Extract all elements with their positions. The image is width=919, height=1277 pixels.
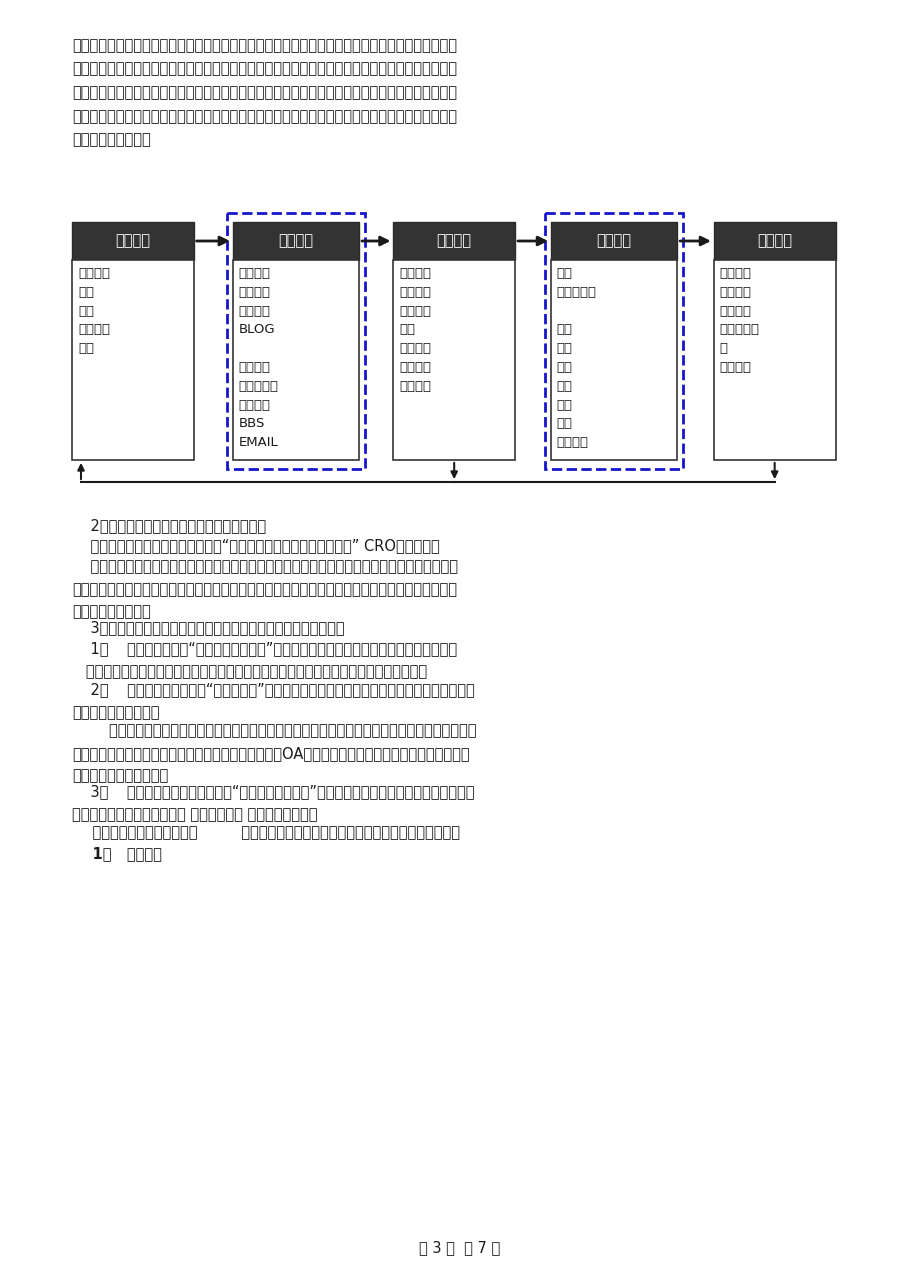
Text: 通过推广培训、建立知识管理运行体系，为教师和学生更好地学习、生活和工作提供服务，并形
成相应的信息规则、信息流程与信息氛围，促进学校教育教学和管理方式的变革；为: 通过推广培训、建立知识管理运行体系，为教师和学生更好地学习、生活和工作提供服务，… (72, 559, 458, 619)
Bar (233, 261, 358, 460)
Bar (544, 213, 683, 469)
Bar (550, 261, 676, 460)
Text: 1）    子课题１：确保“数字化校园软环境”运转顺畅的基础平台研究。组长张雪峰、韦胜洪
   基础平台构建是最基础的，为保障信息的起步、流转、交汇、处理、有效: 1） 子课题１：确保“数字化校园软环境”运转顺畅的基础平台研究。组长张雪峰、韦胜… (72, 641, 457, 679)
Text: 组织知识: 组织知识 (756, 234, 791, 249)
Bar (226, 213, 365, 469)
Text: 应用平台是数字校园软环境建设的重点、是课题研究的难点与突破口，包括基于知识管理的门户
网站系统（其审核后的外显部分即为天一外网部分）、OA办公系统等以及资源管理: 应用平台是数字校园软环境建设的重点、是课题研究的难点与突破口，包括基于知识管理的… (72, 723, 476, 784)
Text: 第 3 页  共 7 页: 第 3 页 共 7 页 (419, 1240, 500, 1255)
Bar (713, 222, 834, 261)
Bar (392, 222, 515, 261)
Text: 教学设计
教学案例
论文报告
讲座
规章制度
教学方法
会议记录: 教学设计 教学案例 论文报告 讲座 规章制度 教学方法 会议记录 (399, 267, 431, 393)
Text: 个人知识
启示
感受
个人技能
推测: 个人知识 启示 感受 个人技能 推测 (78, 267, 110, 355)
Text: 2）    子课题２：利于中学“数字化校园”教学、管理信息流高效运转的应用平台整合开发。组长
孙建国、俧金炎、王伟: 2） 子课题２：利于中学“数字化校园”教学、管理信息流高效运转的应用平台整合开发… (72, 682, 474, 720)
Text: 培训
非正式学习

经验
反思
评价
阅读
倾听
观察
实践检查: 培训 非正式学习 经验 反思 评价 阅读 倾听 观察 实践检查 (556, 267, 596, 450)
Text: 个人知识
发布作品
发表言论
BLOG

群体交互
面对面交流
在线讨论
BBS
EMAIL: 个人知识 发布作品 发表言论 BLOG 群体交互 面对面交流 在线讨论 BBS … (238, 267, 278, 450)
Bar (233, 222, 358, 261)
Text: 1、   研究思路: 1、 研究思路 (72, 845, 162, 861)
Text: 隐性知识: 隐性知识 (115, 234, 150, 249)
Bar (392, 261, 515, 460)
Bar (72, 261, 194, 460)
Bar (713, 261, 834, 460)
Text: 转化机制: 转化机制 (596, 234, 630, 249)
Bar (72, 222, 194, 261)
Text: 利用三年左右的时间，研究整合出“基于知识管理的数字校园软环境” CRO应用平台；: 利用三年左右的时间，研究整合出“基于知识管理的数字校园软环境” CRO应用平台； (72, 539, 439, 553)
Text: 理的衍生，目前尚无统一定义，黎加厚先生认为，从社会和教育信息化发展的角度来看，教育知识管
理是研究人类获取、传播、共享、利用和创造新知识的活动规律，管理有关知识: 理的衍生，目前尚无统一定义，黎加厚先生认为，从社会和教育信息化发展的角度来看，教… (72, 38, 457, 148)
Text: 3、研究内容设计（研究内容的分解与具体化，含子课题的设计）: 3、研究内容设计（研究内容的分解与具体化，含子课题的设计） (72, 621, 345, 636)
Text: 显性知识: 显性知识 (437, 234, 471, 249)
Text: 学校文化
组织传统
教学模式
问题解决方
式
学校习惯: 学校文化 组织传统 教学模式 问题解决方 式 学校习惯 (719, 267, 759, 374)
Text: 2、研究目标设计（研究目标分解与具体化）: 2、研究目标设计（研究目标分解与具体化） (72, 518, 266, 533)
Bar (550, 222, 676, 261)
Text: 转化机制: 转化机制 (278, 234, 313, 249)
Text: （对应研究目标、内容、过程进行某一方法的具体设计）: （对应研究目标、内容、过程进行某一方法的具体设计） (232, 825, 460, 840)
Text: 三、研究方法、步骤、进度: 三、研究方法、步骤、进度 (72, 825, 198, 840)
Text: 3）    子课题３：能支撑天一中学“数字化校园软环境”高效运行体系的推广培训管理机制研究、
知识管理系统培训研究。组长 黄小龙、沈慧 、宋敏毅、潘自力: 3） 子课题３：能支撑天一中学“数字化校园软环境”高效运行体系的推广培训管理机制… (72, 784, 474, 822)
